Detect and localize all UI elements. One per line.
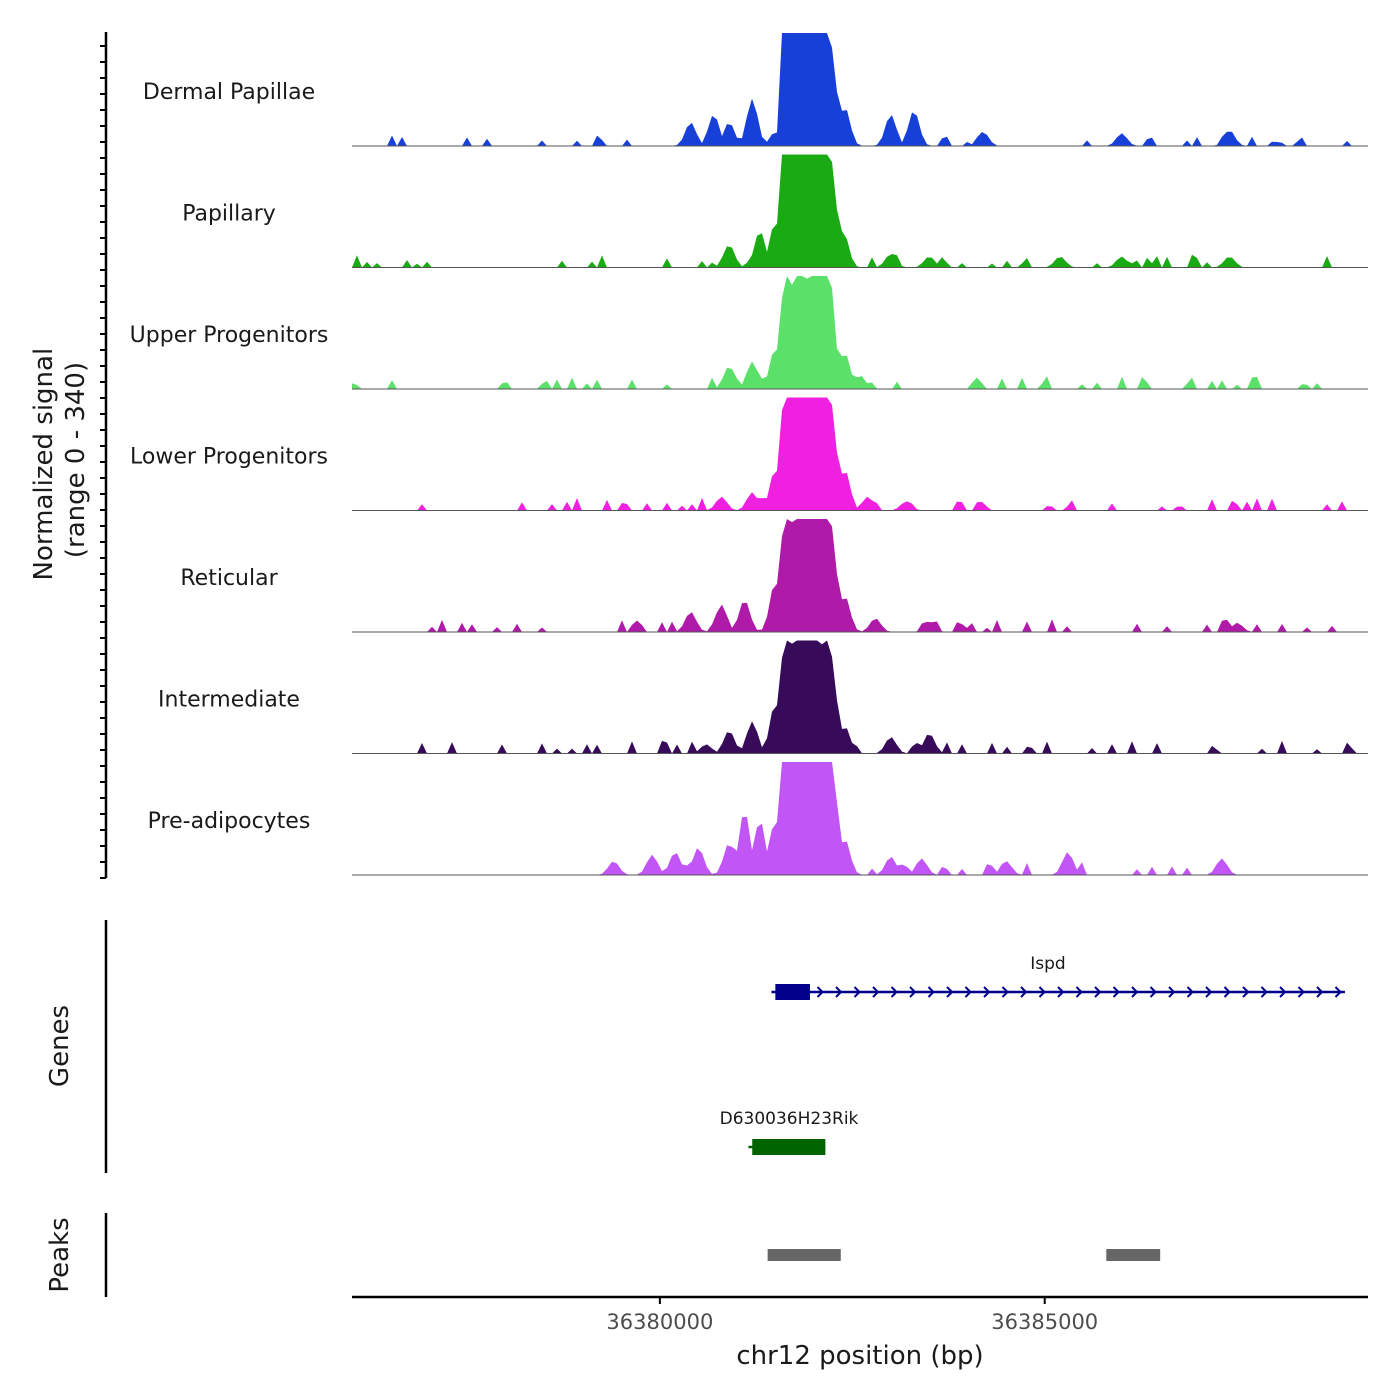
x-tick-label: 36385000: [991, 1310, 1098, 1334]
strand-arrow: [927, 986, 935, 998]
genes-panel-label: Genes: [45, 1005, 75, 1087]
track-label: Dermal Papillae: [143, 80, 315, 105]
y-axis-label-line2: (range 0 - 340): [61, 362, 91, 558]
strand-arrow: [872, 986, 880, 998]
signal-area: [352, 397, 1368, 511]
strand-arrow: [1057, 986, 1065, 998]
strand-arrow: [1186, 986, 1194, 998]
signal-area: [352, 276, 1368, 389]
signal-area: [352, 640, 1368, 754]
track-pre-adipocytes: Pre-adipocytes: [148, 762, 1368, 876]
gene-ispd: Ispd: [771, 954, 1345, 1000]
strand-arrow: [1242, 986, 1250, 998]
track-intermediate: Intermediate: [158, 640, 1368, 754]
strand-arrow: [1168, 986, 1176, 998]
signal-area: [352, 762, 1368, 875]
strand-arrow: [835, 986, 843, 998]
gene-label: Ispd: [1030, 954, 1065, 974]
strand-arrow: [1205, 986, 1213, 998]
track-label: Upper Progenitors: [130, 323, 329, 348]
x-axis-ticks: 36380000 36385000: [606, 1297, 1098, 1334]
peak-region: [1106, 1249, 1161, 1261]
signal-tracks: Dermal Papillae Papillary Upper Progenitor…: [130, 33, 1368, 876]
strand-arrow: [1279, 986, 1287, 998]
strand-arrow: [1223, 986, 1231, 998]
strand-arrow: [816, 986, 824, 998]
signal-area: [352, 154, 1368, 268]
track-papillary: Papillary: [182, 154, 1368, 268]
strand-arrow: [1297, 986, 1305, 998]
track-upper-progenitors: Upper Progenitors: [130, 276, 1368, 390]
peak-regions: [767, 1249, 1161, 1261]
strand-arrow: [1316, 986, 1324, 998]
track-label: Pre-adipocytes: [148, 809, 311, 834]
strand-arrow: [1131, 986, 1139, 998]
strand-arrow: [1001, 986, 1009, 998]
gene-d630036h23rik: D630036H23Rik: [720, 1109, 859, 1155]
strand-arrow: [964, 986, 972, 998]
track-label: Lower Progenitors: [130, 445, 328, 470]
peak-region: [767, 1249, 841, 1261]
x-axis-label: chr12 position (bp): [736, 1341, 983, 1371]
strand-arrow: [853, 986, 861, 998]
signal-area: [352, 519, 1368, 632]
strand-arrow: [890, 986, 898, 998]
strand-arrow: [1260, 986, 1268, 998]
track-reticular: Reticular: [180, 519, 1368, 633]
gene-exon: [775, 984, 810, 1000]
strand-arrow: [946, 986, 954, 998]
signal-y-axis: [100, 32, 108, 879]
gene-exon: [752, 1139, 826, 1155]
y-axis-label: Normalized signal (range 0 - 340): [29, 340, 91, 581]
track-label: Papillary: [182, 202, 276, 227]
track-label: Intermediate: [158, 688, 300, 713]
gene-label: D630036H23Rik: [720, 1109, 859, 1129]
strand-arrow: [1094, 986, 1102, 998]
strand-arrow: [1149, 986, 1157, 998]
x-tick-label: 36380000: [606, 1310, 713, 1334]
peaks-panel-label: Peaks: [45, 1217, 75, 1292]
track-dermal-papillae: Dermal Papillae: [143, 33, 1368, 147]
signal-area: [352, 33, 1368, 146]
strand-arrow: [1075, 986, 1083, 998]
y-axis-label-line1: Normalized signal: [29, 348, 59, 581]
track-label: Reticular: [180, 566, 278, 591]
strand-arrow: [1112, 986, 1120, 998]
strand-arrow: [909, 986, 917, 998]
strand-arrow: [1334, 986, 1342, 998]
gene-annotations: Ispd D630036H23Rik: [720, 954, 1345, 1155]
strand-arrow: [983, 986, 991, 998]
strand-arrow: [1020, 986, 1028, 998]
track-lower-progenitors: Lower Progenitors: [130, 397, 1368, 511]
strand-arrow: [1038, 986, 1046, 998]
